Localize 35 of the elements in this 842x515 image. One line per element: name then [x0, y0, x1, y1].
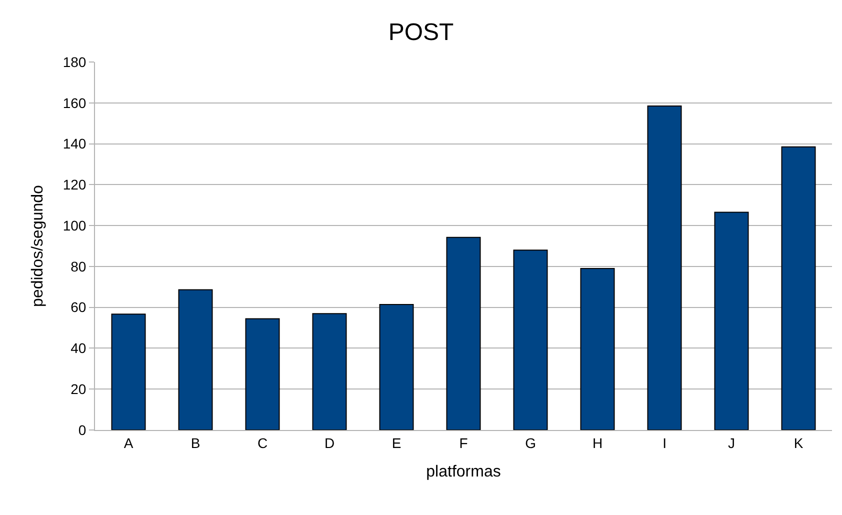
- y-tick-label: 20: [70, 381, 86, 398]
- y-tick-label: 0: [78, 422, 86, 438]
- y-tick-label: 160: [62, 94, 86, 111]
- x-tick-label: J: [728, 434, 735, 451]
- x-tick-label: B: [190, 434, 200, 451]
- chart-title: POST: [388, 18, 454, 46]
- x-tick-label: F: [459, 434, 468, 451]
- x-axis-title: platformas: [426, 464, 501, 480]
- x-tick-label: I: [662, 434, 666, 451]
- bar: [379, 304, 414, 430]
- x-tick-label: E: [392, 434, 402, 451]
- x-tick-label: A: [124, 434, 134, 451]
- bar: [647, 105, 682, 430]
- y-axis-title: pedidos/segundo: [30, 184, 47, 307]
- bar: [178, 289, 213, 430]
- bar: [781, 146, 816, 430]
- bar: [111, 314, 146, 430]
- x-tick-label: K: [794, 434, 804, 451]
- y-tick-label: 140: [62, 136, 86, 152]
- bar: [580, 268, 615, 430]
- y-tick-label: 120: [62, 176, 86, 193]
- y-tick-label: 40: [70, 340, 86, 356]
- x-tick-label: G: [525, 434, 536, 451]
- bar: [714, 212, 749, 430]
- y-tick-label: 60: [70, 299, 86, 316]
- y-tick-label: 80: [70, 258, 86, 274]
- x-tick-label: C: [257, 434, 268, 451]
- bar: [513, 250, 548, 430]
- x-tick-label: D: [324, 434, 335, 451]
- x-tick-label: H: [592, 434, 603, 451]
- y-tick-label: 100: [62, 217, 86, 234]
- bar: [312, 313, 347, 430]
- bar: [245, 318, 280, 430]
- y-tick-label: 180: [62, 54, 86, 70]
- bar: [446, 236, 481, 430]
